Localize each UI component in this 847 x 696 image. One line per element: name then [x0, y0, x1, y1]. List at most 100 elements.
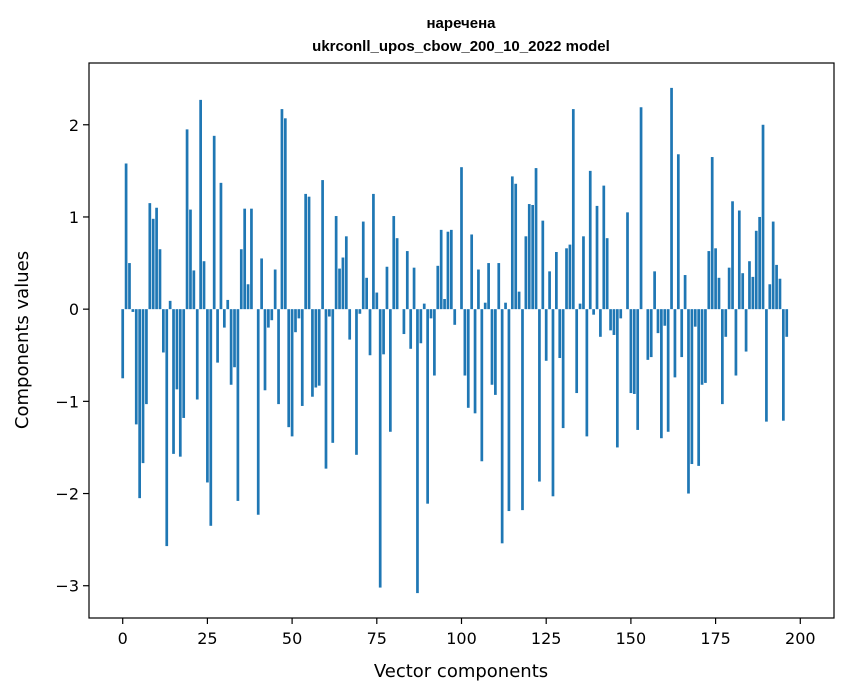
- bar: [754, 230, 758, 310]
- bar: [494, 309, 497, 395]
- bar: [395, 238, 399, 310]
- bar: [605, 238, 609, 310]
- bar: [328, 309, 331, 317]
- bar: [477, 269, 480, 310]
- bar: [514, 183, 518, 310]
- bar: [721, 309, 724, 405]
- bar: [449, 229, 453, 310]
- bar: [409, 309, 413, 349]
- bar: [222, 309, 226, 328]
- bar: [683, 275, 687, 310]
- bar: [588, 170, 592, 310]
- bar: [632, 309, 636, 394]
- bars-group: [121, 87, 789, 594]
- bar: [463, 309, 467, 376]
- bar: [782, 309, 785, 421]
- x-tick-label: 150: [616, 629, 647, 648]
- bar: [663, 309, 667, 326]
- bar: [697, 309, 701, 466]
- bar: [615, 309, 619, 448]
- bar: [131, 309, 135, 312]
- bar: [192, 270, 196, 310]
- bar: [250, 208, 253, 310]
- bar: [473, 309, 477, 414]
- bar: [602, 185, 606, 310]
- bar: [365, 277, 368, 310]
- bar: [134, 309, 138, 425]
- bar: [361, 221, 365, 310]
- bar: [422, 303, 426, 310]
- bar: [226, 299, 230, 310]
- bar: [585, 309, 589, 437]
- bar: [737, 210, 741, 310]
- bar: [527, 204, 531, 310]
- bar: [639, 107, 643, 310]
- bar: [599, 309, 602, 337]
- bar: [714, 248, 717, 310]
- bar: [504, 302, 507, 310]
- bar: [168, 300, 172, 310]
- bar: [592, 309, 595, 315]
- bar: [744, 309, 748, 352]
- bar: [531, 204, 534, 310]
- bar: [510, 176, 514, 310]
- y-tick-label: −2: [55, 485, 79, 504]
- bar: [178, 309, 182, 457]
- bar: [666, 309, 670, 432]
- bar: [331, 309, 335, 443]
- bar: [480, 309, 484, 462]
- x-tick-label: 50: [282, 629, 302, 648]
- bar: [436, 265, 440, 310]
- bar: [653, 271, 656, 310]
- bar: [334, 216, 338, 310]
- x-tick-label: 175: [700, 629, 731, 648]
- bar: [270, 309, 274, 321]
- chart-subtitle: ukrconll_upos_cbow_200_10_2022 model: [312, 38, 610, 55]
- bar: [778, 278, 782, 310]
- bar: [280, 109, 284, 310]
- bar: [497, 263, 501, 310]
- bar: [239, 249, 243, 310]
- bar: [487, 263, 490, 310]
- bar: [595, 205, 599, 310]
- bar: [538, 309, 541, 482]
- bar: [429, 309, 433, 319]
- bar: [358, 309, 362, 314]
- bar: [344, 236, 348, 310]
- y-axis-ticks: −3 −2 −1 0 1 2: [55, 116, 89, 596]
- bar: [704, 309, 707, 383]
- bar: [175, 309, 179, 390]
- bar: [304, 193, 308, 310]
- bar: [385, 266, 389, 310]
- bar: [470, 234, 474, 310]
- bar: [206, 309, 209, 483]
- bar: [419, 309, 423, 344]
- bar: [534, 168, 538, 310]
- bar: [555, 252, 558, 310]
- bar: [277, 309, 280, 405]
- bar: [660, 309, 663, 439]
- bar: [155, 207, 158, 310]
- bar: [565, 248, 568, 310]
- bar: [300, 309, 304, 406]
- bar: [649, 309, 653, 358]
- bar: [324, 309, 328, 469]
- bar: [128, 263, 131, 310]
- bar: [727, 267, 731, 310]
- bar: [260, 258, 263, 310]
- bar: [402, 309, 406, 335]
- bar: [734, 309, 738, 376]
- bar: [578, 303, 582, 310]
- bar: [307, 196, 311, 310]
- bar: [355, 309, 358, 455]
- bar: [145, 309, 148, 405]
- plot-frame: [88, 62, 835, 619]
- bar: [521, 309, 524, 511]
- chart-title: наречена: [427, 15, 497, 32]
- bar: [524, 236, 528, 310]
- x-tick-label: 75: [367, 629, 387, 648]
- bar: [676, 154, 680, 310]
- bar: [233, 309, 236, 368]
- bar: [297, 309, 301, 319]
- bar: [124, 163, 128, 310]
